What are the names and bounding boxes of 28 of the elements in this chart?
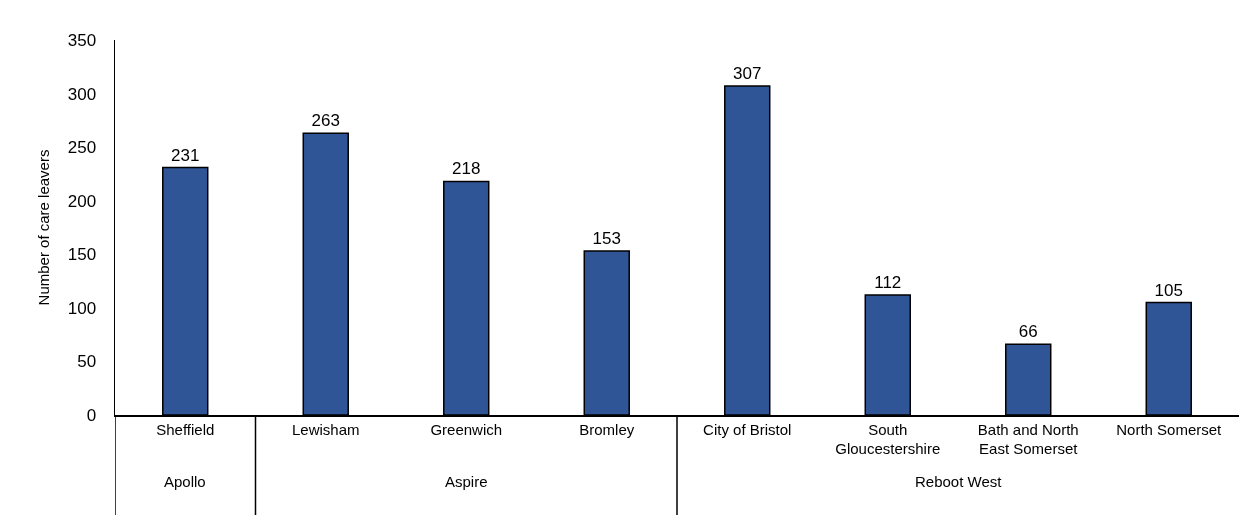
y-tick-label: 250: [67, 138, 97, 158]
y-tick-label: 150: [67, 245, 97, 265]
data-label: 218: [452, 159, 481, 179]
x-tick-label: Greenwich: [430, 420, 503, 438]
data-label: 263: [311, 111, 340, 131]
text: Aspire: [445, 473, 488, 490]
data-label: 105: [1154, 280, 1183, 300]
data-label: 153: [592, 229, 621, 249]
x-tick-label: Sheffield: [156, 420, 215, 438]
x-tick-label: South Gloucestershire: [835, 420, 941, 457]
x-tick-label: City of Bristol: [703, 420, 792, 438]
y-axis-title: Number of care leavers: [35, 149, 53, 306]
y-tick-label: 300: [67, 84, 97, 104]
data-label: 307: [733, 64, 762, 84]
y-tick-label: 350: [67, 30, 97, 50]
y-tick-label: 50: [77, 352, 97, 372]
y-tick-label: 100: [67, 298, 97, 318]
text: Reboot West: [915, 473, 1003, 490]
data-label: 231: [171, 145, 200, 165]
x-tick-label: Lewisham: [291, 420, 360, 438]
data-label: 66: [1018, 322, 1038, 342]
x-tick-label: Bromley: [579, 420, 635, 438]
data-label: 112: [874, 273, 902, 292]
x-tick-label: Bath and North East Somerset: [977, 420, 1079, 457]
y-tick-label: 200: [67, 191, 97, 211]
y-tick-label: 0: [86, 405, 97, 425]
x-tick-label: North Somerset: [1116, 420, 1223, 438]
text: Apollo: [164, 473, 206, 490]
